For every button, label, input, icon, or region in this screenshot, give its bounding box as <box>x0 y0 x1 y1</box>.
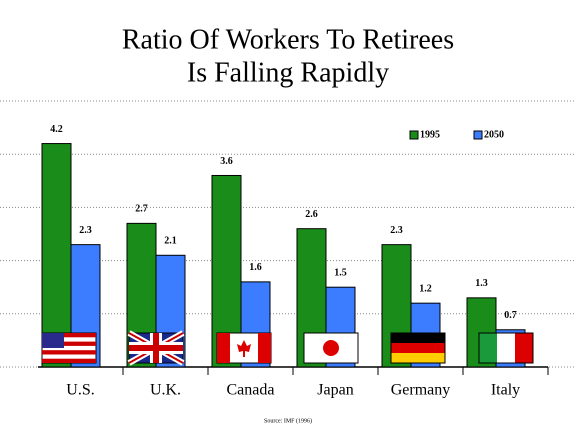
x-tick-label: Canada <box>227 382 275 399</box>
value-label: 1.3 <box>475 278 488 289</box>
x-tick-label: Italy <box>491 382 520 399</box>
legend-label: 1995 <box>420 129 440 140</box>
source-note: Source: IMF (1996) <box>264 417 312 424</box>
value-label: 0.7 <box>504 310 517 321</box>
flag-uk <box>127 330 185 366</box>
x-tick-label: U.S. <box>66 382 94 399</box>
flag-italy <box>478 332 534 364</box>
x-tick-label: Germany <box>391 382 451 399</box>
legend-swatch <box>409 130 419 140</box>
value-label: 1.6 <box>249 262 262 273</box>
bar <box>41 143 72 368</box>
x-tick-label: Japan <box>317 382 353 399</box>
x-tick-label: U.K. <box>150 382 181 399</box>
chart-subtitle: Is Falling Rapidly <box>187 57 389 88</box>
legend-swatch <box>473 130 483 140</box>
value-label: 2.3 <box>79 225 92 236</box>
flag-us <box>41 332 97 364</box>
value-label: 2.3 <box>390 225 403 236</box>
flags <box>41 330 534 366</box>
value-label: 1.5 <box>334 267 347 278</box>
value-label: 2.7 <box>135 204 148 215</box>
value-label: 2.6 <box>305 209 318 220</box>
value-label: 3.6 <box>220 156 233 167</box>
chart-title: Ratio Of Workers To Retirees <box>122 24 454 55</box>
flag-japan <box>303 332 359 364</box>
legend-label: 2050 <box>484 129 504 140</box>
flag-germany <box>390 332 446 364</box>
value-label: 1.2 <box>419 283 432 294</box>
value-label: 2.1 <box>164 236 177 247</box>
flag-canada <box>216 332 272 364</box>
value-label: 4.2 <box>50 124 63 135</box>
